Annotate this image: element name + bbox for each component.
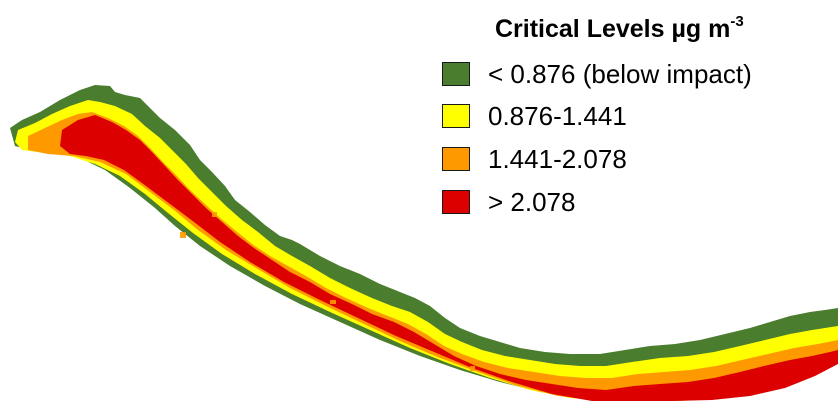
legend-swatch-below-impact xyxy=(442,62,470,86)
legend-title-unit: µg m xyxy=(671,15,731,43)
map-texture xyxy=(180,212,725,384)
legend-swatch-1441-2078 xyxy=(442,147,470,171)
legend-label-0876-1441: 0.876-1.441 xyxy=(488,101,627,131)
legend-title-text: Critical Levels xyxy=(495,15,665,43)
legend-swatch-above-2078 xyxy=(442,190,470,214)
legend-title-exponent: -3 xyxy=(730,13,744,30)
legend-item-above-2078: > 2.078 xyxy=(440,186,838,220)
legend-item-below-impact: < 0.876 (below impact) xyxy=(440,58,838,92)
legend-swatch-0876-1441 xyxy=(442,104,470,128)
legend-item-1441-2078: 1.441-2.078 xyxy=(440,143,838,177)
legend-label-below-impact: < 0.876 (below impact) xyxy=(488,59,752,89)
legend-title: Critical Levels µg m-3 xyxy=(495,14,744,44)
legend-label-1441-2078: 1.441-2.078 xyxy=(488,144,627,174)
map-zone-above-2078 xyxy=(60,115,838,401)
legend-label-above-2078: > 2.078 xyxy=(488,187,576,217)
legend-item-0876-1441: 0.876-1.441 xyxy=(440,100,838,134)
